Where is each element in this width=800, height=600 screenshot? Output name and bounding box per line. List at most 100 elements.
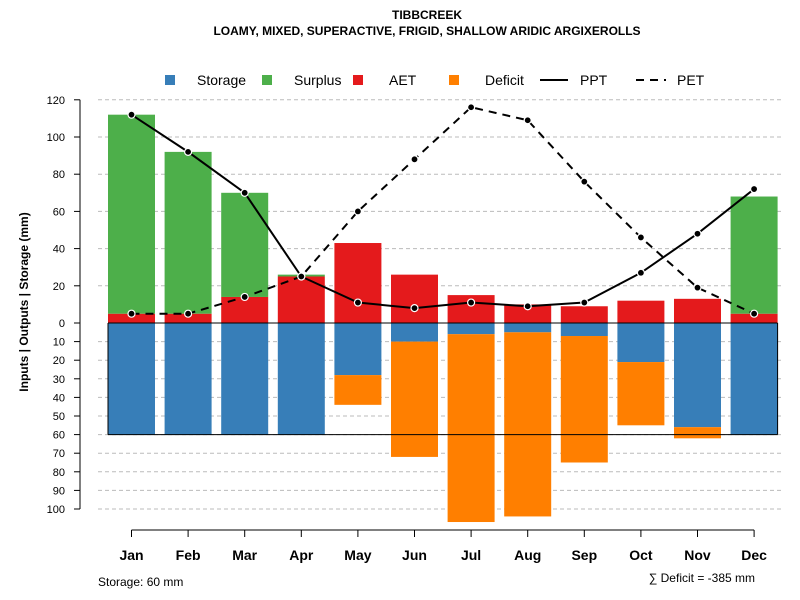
legend-label-pet: PET (677, 72, 705, 88)
y-tick-label: 40 (53, 244, 65, 256)
legend-label-aet: AET (389, 72, 417, 88)
storage-bar (674, 323, 721, 428)
pet-point (693, 283, 702, 292)
aet-bar (730, 313, 778, 323)
chart-subtitle: LOAMY, MIXED, SUPERACTIVE, FRIGID, SHALL… (213, 24, 640, 38)
ppt-point (749, 184, 759, 194)
ppt-point (127, 110, 136, 119)
y-tick-label: 60 (53, 206, 65, 218)
aet-bar (164, 313, 212, 323)
aet-bar (674, 298, 721, 323)
aet-bar (391, 274, 438, 323)
y-tick-label: 80 (53, 169, 65, 181)
storage-bar (447, 323, 495, 335)
y-tick-label: 80 (53, 467, 65, 479)
ppt-point (523, 302, 532, 311)
storage-bar (108, 323, 155, 435)
ppt-point (580, 298, 589, 307)
ppt-point (184, 147, 193, 156)
y-tick-label: 100 (47, 132, 65, 144)
x-tick-label: Feb (176, 547, 201, 563)
pet-point (580, 177, 589, 186)
legend-swatch-storage (165, 75, 175, 85)
pet-point (184, 309, 193, 318)
storage-bar (617, 323, 665, 363)
ppt-point (636, 268, 646, 277)
x-tick-label: Aug (514, 547, 541, 563)
pet-point (523, 116, 532, 125)
lines (127, 103, 759, 318)
legend-swatch-surplus (262, 75, 272, 85)
ppt-point (467, 298, 476, 307)
deficit-bar (674, 427, 721, 439)
x-tick-label: Jun (402, 547, 427, 563)
y-tick-label: 90 (53, 485, 65, 497)
aet-bar (617, 300, 665, 323)
storage-note: Storage: 60 mm (98, 575, 183, 589)
surplus-bar (221, 192, 269, 297)
aet-bar (108, 313, 155, 323)
x-tick-label: May (344, 547, 371, 563)
deficit-bar (334, 375, 382, 405)
deficit-bar (391, 341, 438, 457)
legend-label-ppt: PPT (580, 72, 608, 88)
legend: Storage Surplus AET Deficit PPT PET (165, 72, 705, 88)
y-tick-label: 60 (53, 430, 65, 442)
storage-bar (730, 323, 778, 435)
gridlines (98, 99, 782, 510)
y-tick-label: 40 (53, 392, 65, 404)
storage-bar (391, 323, 438, 342)
ppt-line (130, 113, 755, 310)
x-tick-label: Sep (571, 547, 597, 563)
ppt-point (240, 188, 249, 197)
x-tick-label: Jul (461, 547, 481, 563)
pet-point (636, 233, 646, 242)
y-tick-label: 10 (53, 337, 65, 349)
legend-label-storage: Storage (197, 72, 246, 88)
pet-point (749, 309, 759, 318)
legend-label-deficit: Deficit (485, 72, 524, 88)
storage-bar (504, 323, 552, 333)
surplus-bar (730, 196, 778, 314)
ppt-point (693, 229, 702, 238)
aet-bar (334, 243, 382, 323)
storage-bar (334, 323, 382, 376)
axes: 0 20 40 60 80 100 120 10 20 30 40 50 60 70 80 90 100 Jan F… (47, 95, 768, 563)
storage-bar (277, 323, 325, 435)
x-tick-label: Jan (119, 547, 143, 563)
pet-point (410, 155, 419, 164)
pet-point (467, 103, 476, 112)
y-axis-label: Inputs | Outputs | Storage (mm) (17, 212, 31, 391)
y-tick-label: 20 (53, 355, 65, 367)
pet-line (131, 106, 755, 315)
storage-bar (221, 323, 269, 435)
x-tick-label: Oct (629, 547, 653, 563)
y-tick-label: 100 (47, 504, 65, 516)
deficit-bar (560, 336, 608, 463)
pet-point (353, 207, 362, 216)
chart-title: TIBBCREEK (392, 8, 462, 22)
aet-bar (504, 304, 552, 323)
aet-bar (560, 306, 608, 323)
x-tick-label: Dec (741, 547, 767, 563)
deficit-bar (447, 334, 495, 523)
deficit-bar (617, 362, 665, 426)
y-tick-label: 50 (53, 411, 65, 423)
pet-point (127, 309, 136, 318)
y-tick-label: 70 (53, 448, 65, 460)
x-tick-label: Apr (289, 547, 314, 563)
x-tick-label: Nov (684, 547, 711, 563)
y-tick-label: 120 (47, 95, 65, 107)
legend-label-surplus: Surplus (294, 72, 341, 88)
legend-swatch-deficit (449, 75, 459, 85)
pet-point (240, 292, 249, 302)
deficit-note: ∑ Deficit = -385 mm (649, 571, 755, 585)
surplus-bar (164, 151, 212, 314)
deficit-bar (504, 332, 552, 517)
ppt-point (410, 304, 419, 313)
y-tick-label: 30 (53, 374, 65, 386)
ppt-point (297, 272, 306, 281)
storage-bar (164, 323, 212, 435)
x-tick-label: Mar (232, 547, 257, 563)
